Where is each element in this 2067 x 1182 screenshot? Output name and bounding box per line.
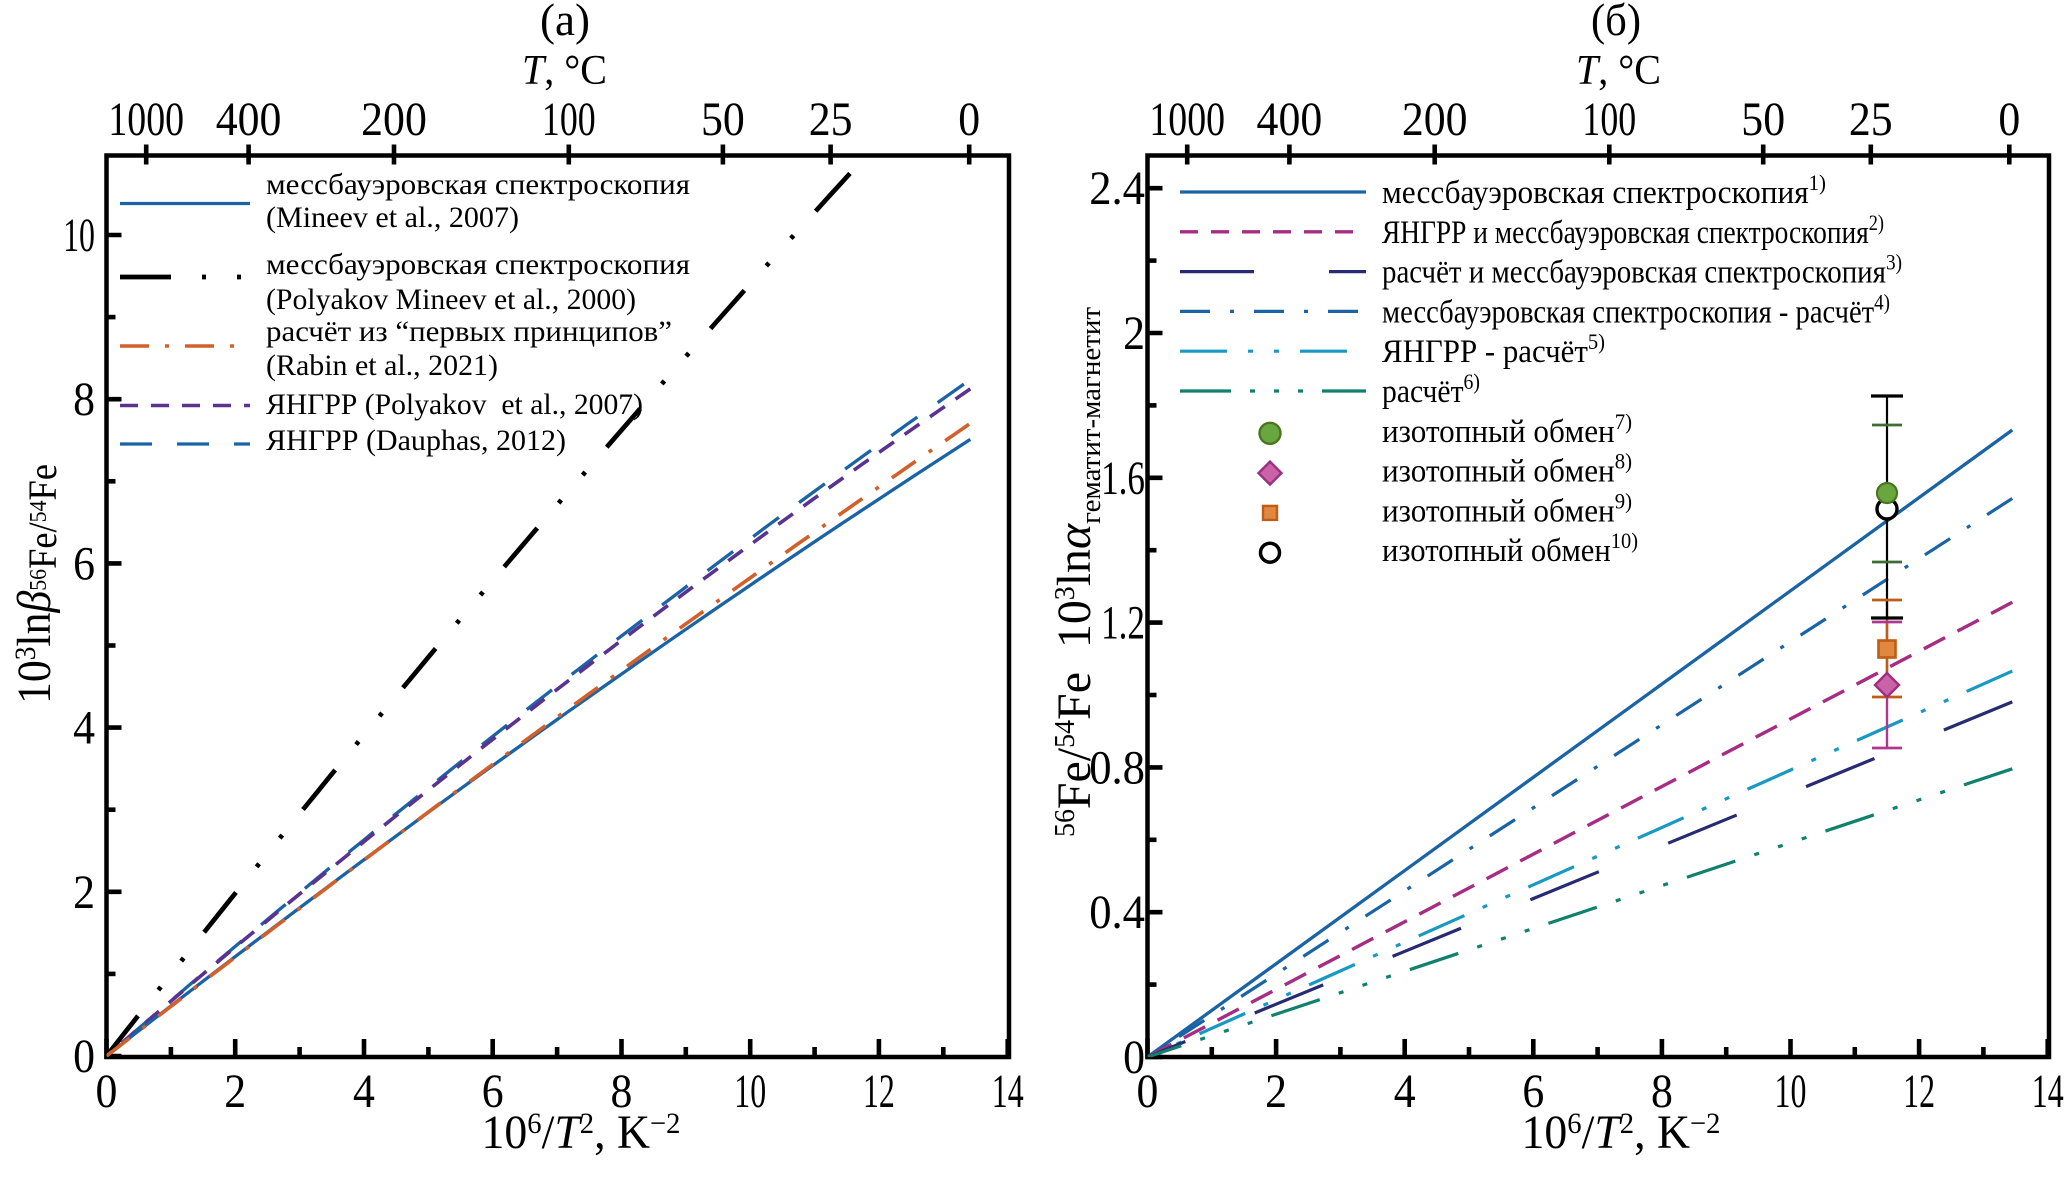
svg-text:расчёт6): расчёт6) bbox=[1382, 369, 1480, 410]
svg-text:25: 25 bbox=[809, 93, 853, 146]
svg-text:изотопный обмен8): изотопный обмен8) bbox=[1382, 449, 1632, 490]
svg-text:изотопный обмен10): изотопный обмен10) bbox=[1382, 528, 1638, 569]
svg-text:(Rabin et al., 2021): (Rabin et al., 2021) bbox=[266, 349, 498, 382]
svg-text:0.4: 0.4 bbox=[1089, 886, 1145, 939]
svg-text:50: 50 bbox=[1741, 93, 1785, 146]
svg-text:8: 8 bbox=[73, 373, 95, 426]
svg-text:6: 6 bbox=[482, 1065, 504, 1118]
svg-text:ЯНГРР - расчёт5): ЯНГРР - расчёт5) bbox=[1382, 329, 1605, 370]
svg-text:1000: 1000 bbox=[108, 93, 184, 146]
svg-text:2: 2 bbox=[1265, 1065, 1287, 1118]
svg-text:2: 2 bbox=[73, 866, 95, 919]
svg-text:изотопный обмен9): изотопный обмен9) bbox=[1382, 488, 1632, 529]
svg-text:0: 0 bbox=[1998, 93, 2020, 146]
svg-text:56Fe/54Fe 103lnαгематит-магне: 56Fe/54Fe 103lnαгематит-магнетит bbox=[1048, 307, 1107, 837]
svg-text:расчёт из “первых принципов”: расчёт из “первых принципов” bbox=[266, 315, 672, 348]
svg-text:2: 2 bbox=[1123, 307, 1145, 360]
svg-text:ЯНГРР (Dauphas, 2012): ЯНГРР (Dauphas, 2012) bbox=[266, 424, 566, 457]
svg-text:1.2: 1.2 bbox=[1101, 597, 1145, 650]
svg-text:25: 25 bbox=[1849, 93, 1893, 146]
svg-text:1000: 1000 bbox=[1149, 93, 1225, 146]
svg-text:400: 400 bbox=[1257, 93, 1323, 146]
svg-text:(Mineev et al., 2007): (Mineev et al., 2007) bbox=[266, 201, 519, 234]
svg-text:200: 200 bbox=[361, 93, 427, 146]
svg-text:100: 100 bbox=[542, 93, 596, 146]
svg-text:0: 0 bbox=[1123, 1031, 1145, 1084]
svg-text:12: 12 bbox=[1903, 1065, 1935, 1118]
svg-text:10: 10 bbox=[734, 1065, 766, 1118]
svg-text:мессбауэровская спектроскопия: мессбауэровская спектроскопия - расчёт4) bbox=[1382, 289, 1890, 330]
svg-text:14: 14 bbox=[2032, 1065, 2064, 1118]
svg-text:1.6: 1.6 bbox=[1101, 452, 1145, 505]
svg-text:0.8: 0.8 bbox=[1089, 741, 1145, 794]
svg-text:400: 400 bbox=[216, 93, 282, 146]
svg-text:ЯНГРР и мессбауэровская спектр: ЯНГРР и мессбауэровская спектроскопия2) bbox=[1382, 210, 1884, 251]
svg-text:изотопный обмен7): изотопный обмен7) bbox=[1382, 409, 1632, 450]
svg-text:50: 50 bbox=[701, 93, 745, 146]
svg-text:6: 6 bbox=[73, 537, 95, 590]
svg-text:ЯНГРР (Polyakov et al., 2007): ЯНГРР (Polyakov et al., 2007) bbox=[266, 388, 643, 421]
svg-text:мессбауэровская спектроскопия: мессбауэровская спектроскопия bbox=[266, 168, 690, 201]
svg-text:200: 200 bbox=[1402, 93, 1468, 146]
svg-text:мессбауэровская спектроскопия1: мессбауэровская спектроскопия1) bbox=[1382, 170, 1826, 211]
svg-text:0: 0 bbox=[73, 1030, 95, 1083]
svg-text:4: 4 bbox=[1394, 1065, 1416, 1118]
svg-text:T, °C: T, °C bbox=[1576, 48, 1661, 94]
svg-text:мессбауэровская спектроскопия: мессбауэровская спектроскопия bbox=[266, 248, 690, 281]
svg-text:8: 8 bbox=[1651, 1065, 1673, 1118]
svg-text:0: 0 bbox=[1137, 1065, 1159, 1118]
svg-text:4: 4 bbox=[73, 702, 95, 755]
svg-text:10: 10 bbox=[63, 209, 95, 262]
svg-text:10: 10 bbox=[1775, 1065, 1807, 1118]
svg-text:8: 8 bbox=[611, 1065, 633, 1118]
svg-text:(а): (а) bbox=[540, 0, 590, 45]
svg-text:0: 0 bbox=[958, 93, 980, 146]
svg-text:T, °C: T, °C bbox=[522, 48, 607, 94]
svg-text:12: 12 bbox=[863, 1065, 895, 1118]
svg-text:расчёт и мессбауэровская спект: расчёт и мессбауэровская спектроскопия3) bbox=[1382, 250, 1902, 291]
svg-text:2: 2 bbox=[224, 1065, 246, 1118]
svg-text:6: 6 bbox=[1522, 1065, 1544, 1118]
svg-text:(Polyakov Mineev et al., 2000): (Polyakov Mineev et al., 2000) bbox=[266, 283, 636, 316]
svg-text:14: 14 bbox=[992, 1065, 1024, 1118]
svg-text:(б): (б) bbox=[1591, 0, 1641, 45]
svg-text:2.4: 2.4 bbox=[1089, 162, 1145, 215]
svg-text:4: 4 bbox=[353, 1065, 375, 1118]
svg-text:100: 100 bbox=[1582, 93, 1636, 146]
svg-text:0: 0 bbox=[96, 1065, 118, 1118]
